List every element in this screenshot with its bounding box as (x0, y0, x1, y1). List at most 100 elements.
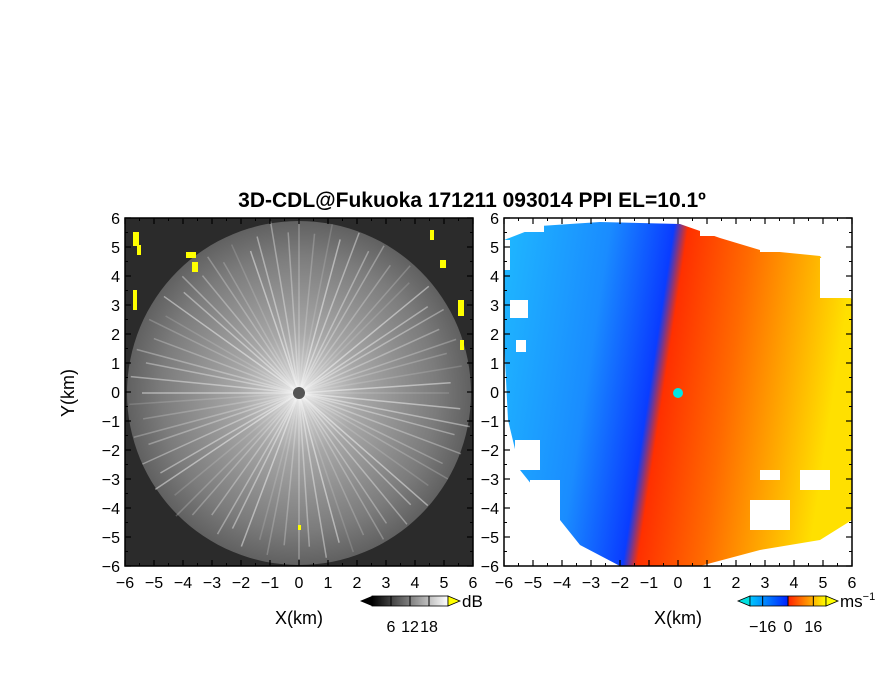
colorbar-ticks-velocity: −16 0 16 (749, 596, 822, 636)
y-tick-label: −4 (481, 501, 499, 518)
colorbar-ticks: 6 12 18 (387, 596, 438, 636)
reflectivity-ray (163, 295, 300, 394)
x-tick-label: 2 (353, 575, 362, 592)
x-tick-label: −4 (174, 575, 192, 592)
x-tick-label: −2 (232, 575, 250, 592)
saturated-pixel (460, 340, 464, 350)
reflectivity-ray (298, 392, 311, 547)
y-tick-label: 5 (111, 240, 120, 257)
x-tick-label: −1 (261, 575, 279, 592)
y-tick-label: 1 (490, 356, 499, 373)
x-tick-label: −6 (495, 575, 513, 592)
reflectivity-ray (298, 392, 365, 536)
y-tick-label: −5 (481, 530, 499, 547)
reflectivity-ray (240, 392, 300, 547)
x-tick-label: 4 (411, 575, 420, 592)
reflectivity-ray (287, 232, 300, 394)
velocity-missing-data (504, 218, 852, 530)
saturated-pixel (298, 525, 301, 530)
reflectivity-ray (298, 392, 462, 455)
reflectivity-ray (298, 392, 340, 543)
reflectivity-ray (298, 232, 360, 394)
saturated-pixel (430, 230, 434, 240)
y-tick-label: −4 (102, 501, 120, 518)
reflectivity-ray (142, 392, 300, 465)
reflectivity-ray (269, 221, 300, 394)
reflectivity-ray (298, 392, 412, 506)
missing-data-gap (516, 340, 526, 352)
reflectivity-ray (298, 250, 370, 394)
colorbar-tick-label: 0 (784, 619, 793, 636)
reflectivity-ray (160, 392, 300, 474)
missing-data-gap (515, 440, 540, 470)
missing-data-gap (600, 218, 660, 222)
y-tick-label: −1 (481, 414, 499, 431)
saturated-pixel (133, 232, 139, 246)
saturated-pixel (458, 300, 464, 316)
colorbar-over-arrow (447, 595, 462, 607)
reflectivity-ray (256, 236, 300, 394)
reflectivity-ray (298, 365, 462, 394)
y-tick-label: −6 (102, 559, 120, 576)
colorbar-tick-label: 16 (804, 619, 822, 636)
y-tick-label: 0 (490, 385, 499, 402)
x-tick-label: 6 (848, 575, 857, 592)
x-tick-label: 4 (790, 575, 799, 592)
reflectivity-ray (174, 392, 300, 496)
y-tick-label: 4 (111, 269, 120, 286)
reflectivity-panel: −6 −5 −4 −3 −2 −1 0 1 2 3 4 5 6 6 5 4 3 2 1 0 −1 −2 −3 −4 −5 −6 (102, 211, 478, 592)
x-tick-label: −3 (203, 575, 221, 592)
y-tick-label: 6 (490, 211, 499, 228)
y-tick-label: −2 (102, 443, 120, 460)
x-tick-label: 5 (440, 575, 449, 592)
reflectivity-ray (145, 362, 300, 394)
x-tick-label: 5 (819, 575, 828, 592)
velocity-axis-ticks: −6 −5 −4 −3 −2 −1 0 1 2 3 4 5 6 6 5 4 3 2 1 0 −1 −2 −3 −4 −5 −6 (481, 211, 857, 592)
saturated-pixel (133, 290, 137, 310)
reflectivity-rays (129, 220, 470, 559)
radar-site-marker-velocity (673, 388, 683, 398)
reflectivity-ray (298, 352, 447, 394)
reflectivity-ray (298, 392, 408, 525)
reflectivity-saturated-pixels (133, 230, 464, 530)
reflectivity-ray (298, 338, 457, 394)
y-tick-label: 4 (490, 269, 499, 286)
reflectivity-ray (298, 224, 333, 394)
reflectivity-ray (298, 392, 461, 410)
missing-data-gap (510, 300, 528, 318)
x-tick-label: 2 (732, 575, 741, 592)
colorbar-under-arrow-velocity (736, 595, 751, 607)
reflectivity-ray (230, 244, 300, 394)
reflectivity-colorbar: dB 6 12 18 (360, 592, 483, 636)
y-tick-label: 6 (111, 211, 120, 228)
reflectivity-ray (231, 392, 300, 529)
chart-title: 3D-CDL@Fukuoka 171211 093014 PPI EL=10.1… (238, 189, 706, 212)
reflectivity-ray (283, 392, 300, 546)
reflectivity-ray (130, 375, 300, 394)
reflectivity-ray (191, 392, 300, 516)
reflectivity-ray (154, 392, 300, 490)
y-axis-label: Y(km) (58, 369, 78, 417)
x-tick-label: 3 (761, 575, 770, 592)
y-tick-label: 5 (490, 240, 499, 257)
x-tick-label: 6 (469, 575, 478, 592)
reflectivity-ray (201, 275, 300, 394)
velocity-colorbar: ms−1 −16 0 16 (736, 591, 875, 636)
missing-data-gap (504, 240, 510, 270)
colorbar-unit-velocity: ms−1 (840, 591, 875, 611)
radar-site-marker (293, 387, 305, 399)
colorbar-over-arrow-velocity (825, 595, 840, 607)
y-tick-label: −1 (102, 414, 120, 431)
missing-data-gap (820, 258, 852, 298)
x-tick-label: 1 (324, 575, 333, 592)
x-tick-label: −2 (611, 575, 629, 592)
reflectivity-ray (298, 233, 316, 394)
reflectivity-ray (298, 392, 388, 524)
reflectivity-ray (298, 392, 385, 540)
x-tick-label: −5 (524, 575, 542, 592)
saturated-pixel (440, 260, 446, 268)
saturated-pixel (137, 245, 141, 255)
reflectivity-ray (136, 348, 300, 394)
x-tick-label: −6 (116, 575, 134, 592)
reflectivity-ray (148, 318, 300, 394)
